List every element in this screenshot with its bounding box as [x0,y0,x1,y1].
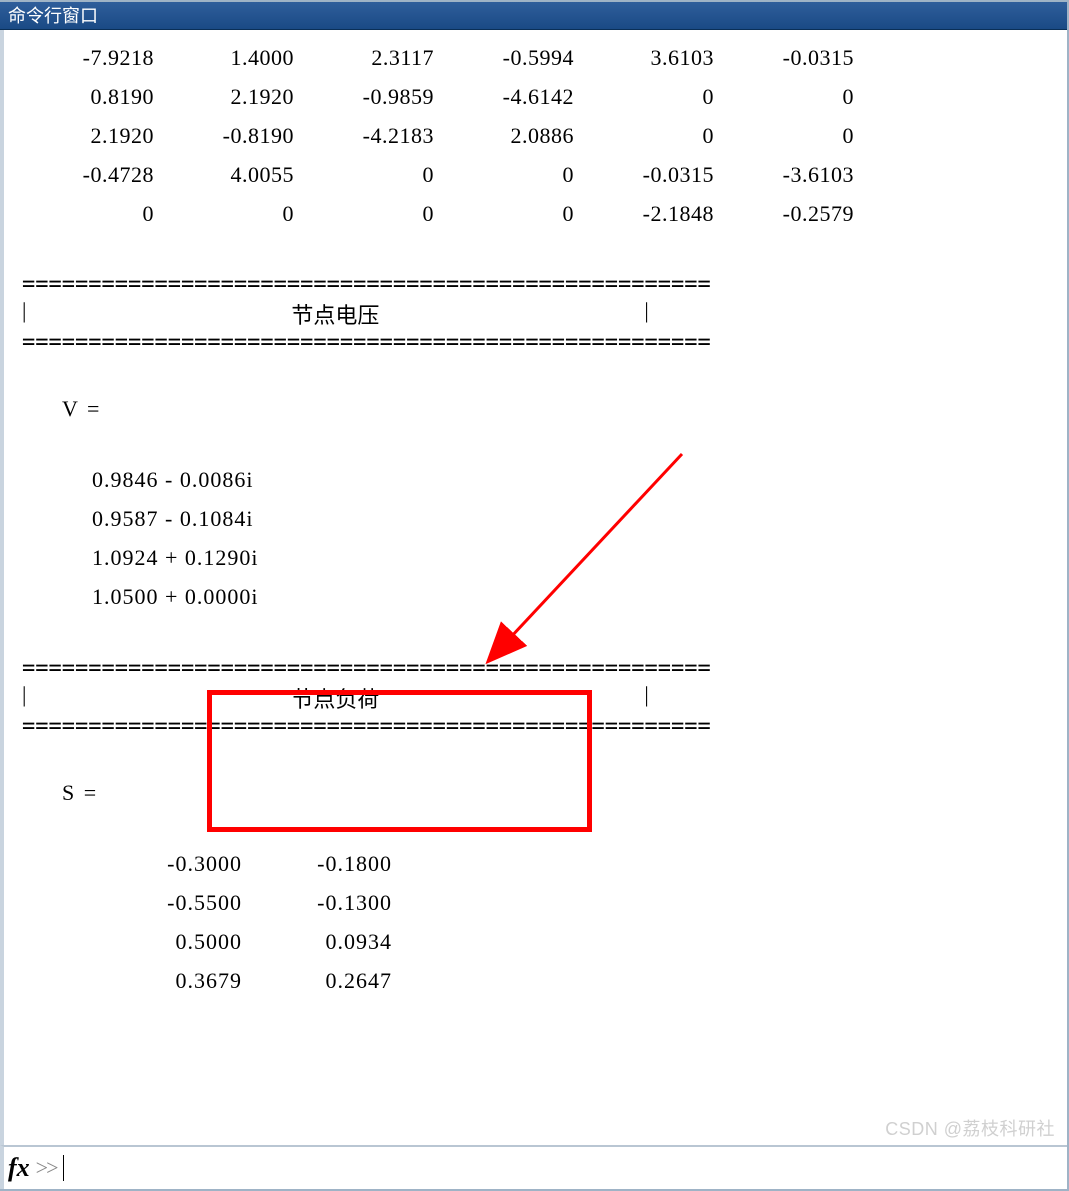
matrix-cell: -4.6142 [442,84,582,110]
load-cell: 0.5000 [92,929,242,955]
matrix-cell: 0 [582,123,722,149]
matrix-row: -7.92181.40002.3117-0.59943.6103-0.0315 [22,38,1067,77]
matrix-cell: 3.6103 [582,45,722,71]
section-title-load: 节点负荷 [291,682,379,714]
separator-line: ========================================… [22,272,1067,298]
prompt-bar[interactable]: fx >> [0,1145,1067,1189]
matrix-cell: 0 [442,201,582,227]
load-cell: 0.2647 [242,968,392,994]
text-cursor [63,1155,64,1181]
separator-line: ========================================… [22,656,1067,682]
matrix-cell: 0 [22,201,162,227]
matrix-cell: 0 [722,84,862,110]
watermark-text: CSDN @荔枝科研社 [885,1115,1055,1141]
matrix-row: 0.81902.1920-0.9859-4.614200 [22,77,1067,116]
matrix-cell: -2.1848 [582,201,722,227]
voltage-row: 0.9846 - 0.0086i [22,461,1067,500]
load-cell: -0.5500 [92,890,242,916]
matrix-cell: 0 [582,84,722,110]
matrix-cell: -0.0315 [722,45,862,71]
fx-icon[interactable]: fx [8,1153,30,1183]
matrix-cell: -3.6103 [722,162,862,188]
load-row: -0.3000-0.1800 [22,845,1067,884]
matrix-cell: 4.0055 [162,162,302,188]
matrix-cell: -7.9218 [22,45,162,71]
load-cell: -0.1800 [242,851,392,877]
load-cell: -0.1300 [242,890,392,916]
variable-label-v: V = [22,396,1067,422]
voltage-row: 1.0500 + 0.0000i [22,578,1067,617]
bar-right: | [644,682,648,714]
matrix-cell: 0.8190 [22,84,162,110]
matrix-cell: -0.0315 [582,162,722,188]
matrix-cell: 0 [302,162,442,188]
matrix-cell: -4.2183 [302,123,442,149]
matrix-cell: -0.5994 [442,45,582,71]
load-row: -0.5500-0.1300 [22,884,1067,923]
load-row: 0.36790.2647 [22,962,1067,1001]
bar-right: | [644,298,648,330]
matrix-cell: 2.3117 [302,45,442,71]
voltage-values: 0.9846 - 0.0086i0.9587 - 0.1084i1.0924 +… [22,461,1067,617]
load-row: 0.50000.0934 [22,923,1067,962]
load-values: -0.3000-0.1800-0.5500-0.13000.50000.0934… [22,845,1067,1001]
command-output-pane[interactable]: -7.92181.40002.3117-0.59943.6103-0.03150… [0,30,1067,1145]
matrix-cell: -0.9859 [302,84,442,110]
matrix-row: -0.47284.005500-0.0315-3.6103 [22,155,1067,194]
section-title-row: | 节点电压 | [22,298,1067,330]
separator-line: ========================================… [22,330,1067,356]
variable-label-s: S = [22,780,1067,806]
matrix-cell: 0 [162,201,302,227]
window-title: 命令行窗口 [8,6,98,26]
matrix-cell: 2.1920 [162,84,302,110]
window-frame: 命令行窗口 -7.92181.40002.3117-0.59943.6103-0… [0,0,1069,1191]
matrix-cell: 0 [302,201,442,227]
matrix-cell: 2.0886 [442,123,582,149]
load-cell: 0.3679 [92,968,242,994]
window-titlebar[interactable]: 命令行窗口 [0,2,1067,30]
load-cell: 0.0934 [242,929,392,955]
voltage-row: 1.0924 + 0.1290i [22,539,1067,578]
matrix-cell: 2.1920 [22,123,162,149]
section-title-row: | 节点负荷 | [22,682,1067,714]
matrix-cell: 0 [722,123,862,149]
matrix-cell: -0.4728 [22,162,162,188]
separator-line: ========================================… [22,714,1067,740]
prompt-chevrons: >> [36,1155,57,1181]
voltage-row: 0.9587 - 0.1084i [22,500,1067,539]
blank-line [22,233,1067,272]
matrix-row: 2.1920-0.8190-4.21832.088600 [22,116,1067,155]
matrix-cell: 0 [442,162,582,188]
matrix-output: -7.92181.40002.3117-0.59943.6103-0.03150… [22,38,1067,233]
section-title-voltage: 节点电压 [291,298,379,330]
matrix-cell: -0.2579 [722,201,862,227]
load-cell: -0.3000 [92,851,242,877]
matrix-cell: 1.4000 [162,45,302,71]
matrix-row: 0000-2.1848-0.2579 [22,194,1067,233]
matrix-cell: -0.8190 [162,123,302,149]
